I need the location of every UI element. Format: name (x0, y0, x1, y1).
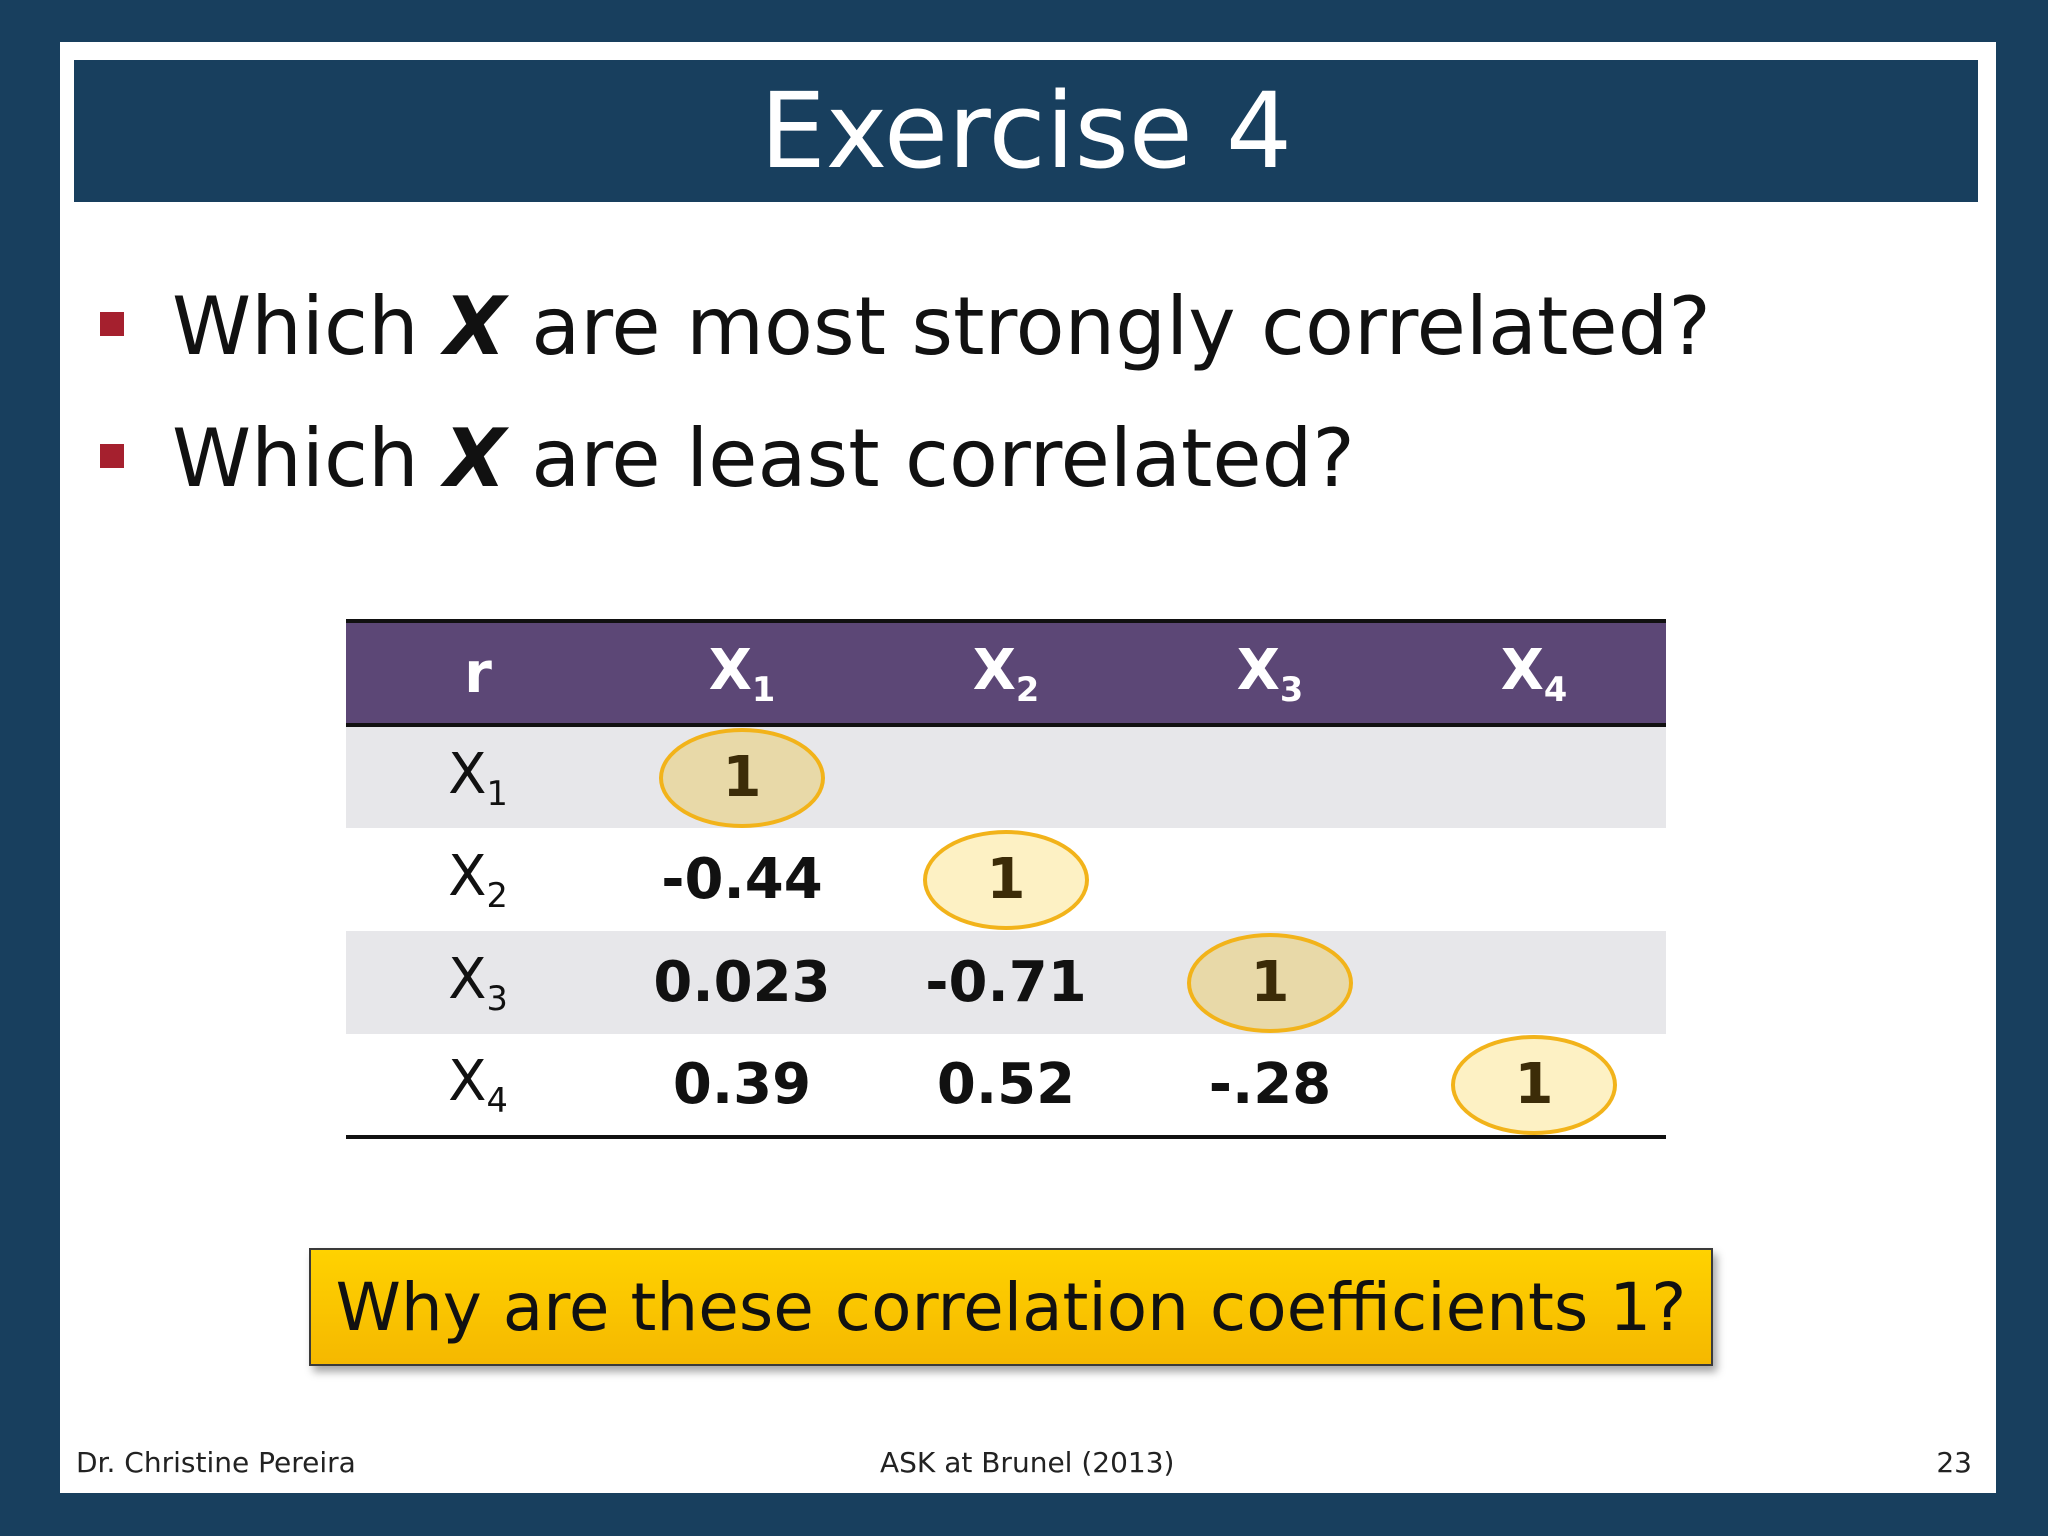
header-corner: r (346, 619, 610, 727)
correlation-table: r X1 X2 X3 X4 X1 1 X2 -0.44 1 (346, 619, 1666, 1139)
bullet-item: Which X are most strongly correlated? (100, 260, 1711, 392)
row-label: X2 (448, 844, 508, 915)
bullet-text: Which X are most strongly correlated? (172, 279, 1711, 373)
bullet-list: Which X are most strongly correlated? Wh… (100, 260, 1711, 524)
slide-title: Exercise 4 (760, 70, 1292, 192)
table-cell: 1 (610, 725, 874, 828)
table-cell: 0.52 (874, 1034, 1138, 1139)
row-label: X3 (448, 947, 508, 1018)
table-cell: 1 (1402, 1034, 1666, 1139)
slide: Exercise 4 Which X are most strongly cor… (60, 42, 1996, 1493)
highlight-oval: 1 (923, 829, 1089, 930)
table-cell (1402, 931, 1666, 1034)
callout-text: Why are these correlation coefficients 1… (335, 1268, 1687, 1346)
table-header-row: r X1 X2 X3 X4 (346, 619, 1666, 727)
row-label: X4 (346, 1034, 610, 1139)
bullet-text: Which X are least correlated? (172, 411, 1355, 505)
highlight-oval: 1 (659, 727, 825, 828)
header-x1: X1 (610, 619, 874, 727)
bullet-square-icon (100, 444, 124, 468)
header-x4: X4 (1402, 619, 1666, 727)
footer-event: ASK at Brunel (2013) (880, 1446, 1175, 1479)
table-row: X1 1 (346, 725, 1666, 828)
row-label: X1 (448, 742, 508, 813)
table-row: X3 0.023 -0.71 1 (346, 931, 1666, 1034)
title-bar: Exercise 4 (74, 60, 1978, 202)
bullet-item: Which X are least correlated? (100, 392, 1711, 524)
table-cell: -.28 (1138, 1034, 1402, 1139)
callout-box: Why are these correlation coefficients 1… (309, 1248, 1713, 1366)
table-cell (1402, 725, 1666, 828)
table-cell (1402, 828, 1666, 931)
table-cell (1138, 725, 1402, 828)
table-row: X2 -0.44 1 (346, 828, 1666, 931)
table-cell: -0.44 (661, 847, 823, 912)
table-cell (1138, 828, 1402, 931)
footer-author: Dr. Christine Pereira (76, 1446, 356, 1479)
table-cell: 0.023 (653, 950, 831, 1015)
table-cell: 0.39 (610, 1034, 874, 1139)
header-x3: X3 (1138, 619, 1402, 727)
footer-page-number: 23 (1936, 1446, 1972, 1479)
highlight-oval: 1 (1451, 1034, 1617, 1135)
table-cell (874, 725, 1138, 828)
header-x2: X2 (874, 619, 1138, 727)
bullet-square-icon (100, 312, 124, 336)
table-cell: -0.71 (925, 950, 1087, 1015)
table-cell: 1 (1138, 931, 1402, 1034)
table-row: X4 0.39 0.52 -.28 1 (346, 1034, 1666, 1139)
highlight-oval: 1 (1187, 932, 1353, 1033)
table-cell: 1 (874, 828, 1138, 931)
